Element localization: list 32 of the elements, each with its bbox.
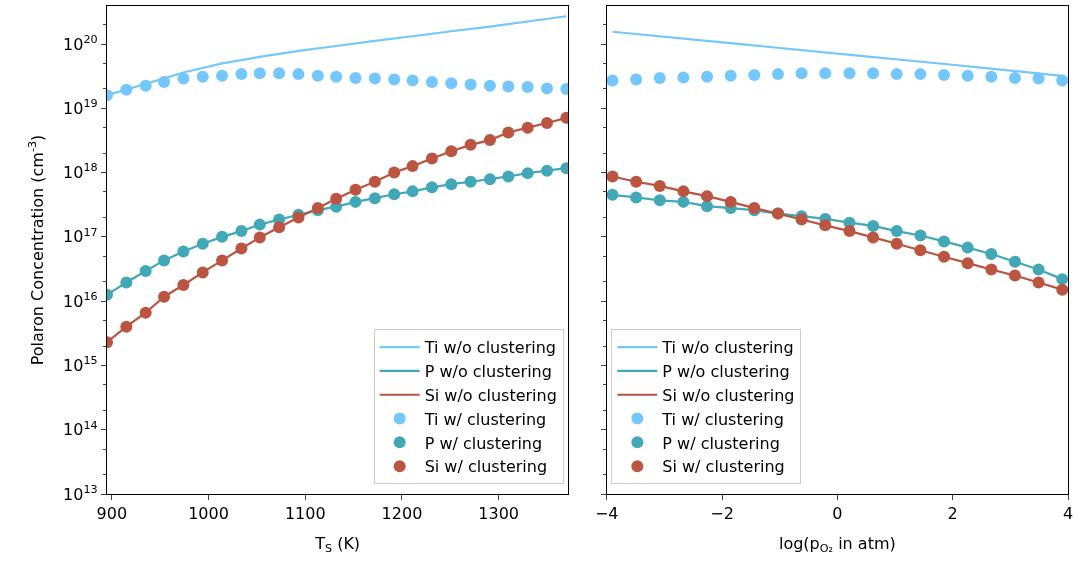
x-tick-label: 1100	[284, 504, 326, 524]
x-tick-label: 1200	[381, 504, 423, 524]
legend-label: Si w/ clustering	[424, 457, 548, 477]
legend-label: Si w/ clustering	[662, 457, 785, 477]
x-tick-label: −2	[710, 504, 734, 524]
legend-label: Ti w/o clustering	[661, 338, 794, 358]
legend-label: P w/ clustering	[662, 433, 780, 453]
legend-label: Ti w/ clustering	[423, 409, 547, 429]
legend-label: P w/o clustering	[662, 362, 790, 382]
y-tick-label: 10$^{13}$	[63, 482, 98, 504]
x-axis-title: log(p$_{O₂}$ in atm)	[778, 534, 896, 556]
y-tick-label: 10$^{20}$	[63, 32, 98, 54]
legend-label: P w/o clustering	[424, 362, 552, 382]
x-tick-label: 900	[96, 504, 128, 524]
y-tick-label: 10$^{15}$	[63, 354, 98, 376]
y-tick-label: 10$^{17}$	[63, 225, 98, 247]
legend-label: Ti w/o clustering	[423, 338, 556, 358]
y-tick-label: 10$^{19}$	[63, 97, 98, 118]
x-tick-label: −4	[594, 504, 619, 524]
x-tick-label: 2	[947, 504, 958, 524]
x-tick-label: 1000	[188, 504, 229, 524]
y-tick-label: 10$^{16}$	[63, 290, 98, 311]
y-tick-label: 10$^{14}$	[63, 418, 98, 440]
legend-label: Ti w/ clustering	[661, 409, 784, 429]
x-tick-label: 4	[1062, 504, 1074, 524]
x-tick-label: 1300	[478, 504, 520, 524]
legend-label: Si w/o clustering	[662, 385, 795, 405]
x-tick-label: 0	[832, 504, 843, 524]
x-axis-title: T$_{S}$ (K)	[314, 534, 361, 556]
legend-label: Si w/o clustering	[424, 385, 557, 405]
y-tick-label: 10$^{18}$	[63, 161, 98, 183]
legend-label: P w/ clustering	[424, 433, 543, 453]
